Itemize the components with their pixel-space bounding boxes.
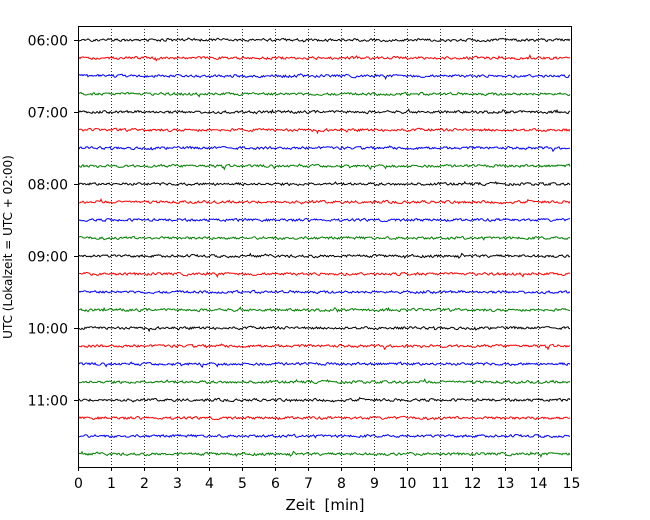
trace-line [78, 53, 571, 62]
trace-line [78, 271, 571, 278]
x-axis-label: Zeit [min] [285, 496, 364, 514]
y-tick-label: 06:00 [28, 34, 68, 50]
x-tick-label: 3 [173, 476, 182, 492]
trace-line [78, 433, 570, 439]
trace-line [78, 198, 571, 205]
trace-line [78, 415, 571, 421]
x-tick-label: 4 [205, 476, 214, 492]
y-tick-label: 09:00 [28, 250, 68, 266]
trace-line [78, 325, 571, 333]
trace-line [78, 127, 571, 135]
x-tick-label: 5 [238, 476, 247, 492]
trace-line [78, 252, 571, 260]
trace-line [78, 217, 571, 223]
trace-line [78, 73, 571, 80]
x-axis: 0 1 2 3 4 5 6 7 8 9 10 11 12 13 14 15 [74, 467, 580, 492]
trace-line [78, 145, 571, 153]
x-tick-label: 9 [370, 476, 379, 492]
trace-line [78, 180, 571, 187]
trace-line [78, 361, 571, 369]
x-tick-label: 7 [304, 476, 313, 492]
trace-line [78, 37, 571, 43]
trace-line [78, 396, 571, 403]
trace-line [78, 108, 571, 115]
x-tick-label: 13 [497, 476, 515, 492]
x-tick-label: 10 [399, 476, 417, 492]
x-tick-label: 14 [530, 476, 548, 492]
y-tick-label: 11:00 [28, 394, 68, 410]
y-axis: 06:00 07:00 08:00 09:00 10:00 11:00 [28, 34, 78, 410]
x-tick-label: 1 [107, 476, 116, 492]
y-tick-label: 10:00 [28, 322, 68, 338]
x-tick-label: 0 [74, 476, 83, 492]
trace-line [78, 289, 571, 295]
trace-line [78, 235, 571, 241]
trace-line [78, 378, 571, 385]
y-axis-label: UTC (Lokalzeit = UTC + 02:00) [1, 155, 15, 339]
trace-line [78, 163, 571, 171]
x-tick-label: 15 [563, 476, 581, 492]
x-tick-label: 8 [337, 476, 346, 492]
trace-line [79, 450, 571, 458]
x-tick-label: 6 [271, 476, 280, 492]
plot-frame [78, 26, 572, 468]
trace-series-group [78, 37, 571, 458]
trace-line [79, 343, 571, 351]
x-tick-label: 11 [432, 476, 450, 492]
x-tick-label: 12 [464, 476, 482, 492]
x-tick-label: 2 [140, 476, 149, 492]
y-tick-label: 07:00 [28, 106, 68, 122]
trace-line [78, 306, 571, 313]
trace-line [78, 91, 571, 98]
y-tick-label: 08:00 [28, 178, 68, 194]
